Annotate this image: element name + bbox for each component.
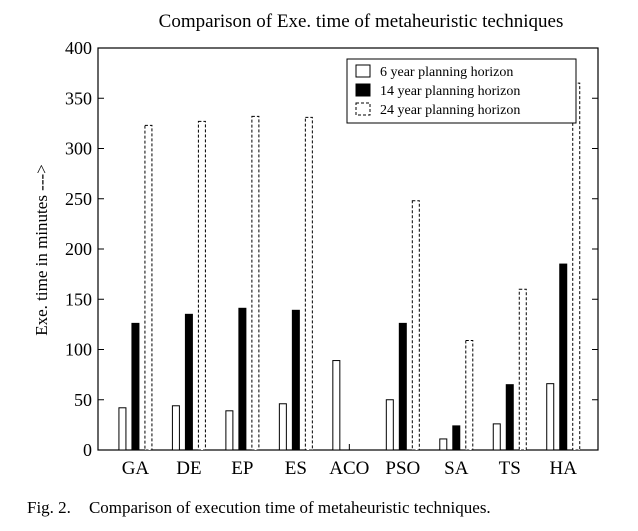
legend-swatch-solid (355, 83, 371, 97)
bar-ts-series-0 (492, 423, 501, 451)
y-tick-label: 250 (65, 189, 92, 209)
bar-ga-series-1 (131, 322, 140, 451)
legend-box (346, 58, 577, 124)
figure-caption: Fig. 2. Comparison of execution time of m… (27, 498, 491, 518)
y-tick-label: 150 (65, 289, 92, 309)
x-tick-label-es: ES (285, 458, 307, 479)
bar-es-series-2 (304, 116, 313, 451)
bar-ep-series-2 (251, 115, 260, 451)
legend: 6 year planning horizon 14 year planning… (346, 58, 577, 124)
bar-pso-series-0 (385, 399, 394, 451)
y-tick-label: 100 (65, 340, 92, 360)
legend-label-24yr: 24 year planning horizon (380, 103, 520, 118)
bar-de-series-1 (184, 313, 193, 451)
y-tick-label: 200 (65, 239, 92, 259)
y-axis-label: Exe. time in minutes ---> (32, 164, 51, 336)
legend-swatch-dashed (355, 102, 371, 116)
x-tick-label-ep: EP (231, 458, 253, 479)
legend-label-14yr: 14 year planning horizon (380, 84, 520, 99)
y-tick-label: 50 (74, 390, 92, 410)
bar-pso-series-1 (398, 322, 407, 451)
figure-number: Fig. 2. (27, 498, 71, 517)
y-tick-label: 300 (65, 139, 92, 159)
figure-caption-text: Comparison of execution time of metaheur… (88, 498, 491, 517)
chart-title: Comparison of Exe. time of metaheuristic… (159, 11, 564, 32)
y-tick-label: 350 (65, 88, 92, 108)
x-tick-label-de: DE (176, 458, 201, 479)
x-tick-label-ga: GA (122, 458, 150, 479)
bar-chart: Comparison of Exe. time of metaheuristic… (32, 11, 599, 479)
x-tick-label-aco: ACO (329, 458, 369, 479)
bar-es-series-0 (278, 403, 287, 451)
bar-de-series-0 (171, 405, 180, 451)
legend-label-6yr: 6 year planning horizon (380, 65, 513, 80)
legend-swatch-open (355, 64, 371, 78)
bar-ga-series-0 (118, 407, 127, 451)
bar-es-series-1 (291, 309, 300, 451)
y-axis-ticks: 0 50 100 150 200 250 300 350 400 (65, 38, 598, 460)
x-tick-label-pso: PSO (385, 458, 420, 479)
bar-de-series-2 (197, 120, 206, 451)
bars (118, 82, 581, 451)
x-tick-label-ha: HA (550, 458, 578, 479)
y-tick-label: 0 (83, 440, 92, 460)
bar-ha-series-0 (546, 383, 555, 451)
bar-sa-series-0 (439, 438, 448, 451)
bar-sa-series-2 (465, 339, 474, 451)
bar-pso-series-2 (411, 200, 420, 451)
x-tick-label-sa: SA (444, 458, 469, 479)
bar-aco-series-0 (332, 360, 341, 451)
bar-ga-series-2 (144, 124, 153, 451)
bar-ts-series-1 (505, 384, 514, 451)
bar-ep-series-1 (238, 307, 247, 451)
bar-ep-series-0 (225, 410, 234, 451)
x-tick-label-ts: TS (499, 458, 521, 479)
bar-ha-series-1 (559, 263, 568, 451)
x-axis-ticks: GA DE EP ES ACO PSO SA TS HA (122, 444, 578, 479)
y-tick-label: 400 (65, 38, 92, 58)
bar-ts-series-2 (518, 288, 527, 451)
bar-ha-series-2 (572, 82, 581, 451)
